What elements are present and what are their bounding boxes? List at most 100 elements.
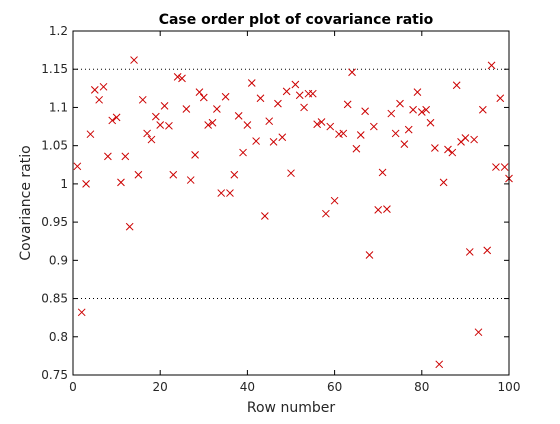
data-point [378, 168, 387, 177]
x-axis-label: Row number [247, 400, 335, 416]
data-point [121, 152, 130, 161]
data-point [99, 82, 108, 91]
data-point [147, 135, 156, 144]
data-point [151, 112, 160, 121]
data-point [221, 92, 230, 101]
data-point [400, 140, 409, 148]
reference-lines [73, 68, 509, 300]
data-point [322, 209, 330, 218]
data-point [365, 251, 374, 259]
y-axis-label: Covariance ratio [18, 145, 34, 260]
data-point [308, 89, 317, 98]
data-point [287, 169, 295, 178]
data-point [178, 74, 186, 83]
data-point [448, 148, 457, 157]
data-point [391, 129, 400, 138]
data-point [339, 129, 348, 138]
data-point [348, 68, 356, 77]
y-tick-label: 1.1 [49, 100, 68, 114]
data-point [417, 108, 426, 116]
data-point [356, 131, 365, 139]
data-point [361, 107, 369, 116]
data-point [199, 93, 208, 102]
data-point [435, 360, 444, 369]
x-tick-label: 80 [414, 380, 429, 394]
data-point [182, 105, 191, 113]
data-point [73, 162, 82, 171]
data-point [138, 95, 147, 104]
data-point [256, 94, 265, 103]
data-point [492, 163, 500, 171]
data-point [217, 189, 226, 197]
data-point [426, 118, 435, 127]
data-point [234, 111, 243, 120]
data-point [374, 206, 383, 214]
y-tick-label: 1.05 [41, 139, 68, 153]
data-point [282, 87, 291, 96]
data-point [95, 95, 104, 104]
x-tick-label: 20 [153, 380, 168, 394]
data-point [204, 121, 213, 129]
data-point [143, 129, 151, 138]
data-point [195, 88, 204, 97]
data-point [452, 81, 461, 90]
x-tick-label: 100 [498, 380, 521, 394]
y-tick-label: 0.8 [49, 330, 68, 344]
data-point [431, 144, 439, 152]
data-point [404, 125, 413, 134]
data-point [117, 178, 125, 187]
data-point [86, 130, 95, 139]
data-point [461, 134, 470, 142]
x-axis-ticks: 0 20 40 60 80 100 [69, 31, 520, 394]
data-point [483, 246, 492, 255]
data-point [274, 99, 282, 108]
data-point [300, 103, 308, 112]
data-point [265, 117, 274, 126]
data-point [317, 118, 326, 126]
data-point [90, 86, 99, 94]
chart-title: Case order plot of covariance ratio [159, 12, 434, 28]
data-markers [73, 56, 513, 369]
data-point [239, 148, 247, 157]
data-point [496, 94, 505, 103]
data-point [439, 178, 448, 187]
data-point [77, 308, 86, 317]
data-point [500, 163, 509, 171]
data-point [104, 152, 112, 161]
data-point [278, 133, 287, 142]
x-tick-label: 0 [69, 380, 77, 394]
y-tick-label: 1.2 [49, 24, 68, 38]
data-point [387, 109, 396, 118]
data-point [243, 121, 252, 129]
data-point [191, 150, 199, 159]
data-point [295, 91, 304, 100]
axes-box [72, 30, 510, 376]
data-point [112, 113, 121, 122]
data-point [82, 180, 90, 188]
data-point [213, 105, 221, 113]
data-point [413, 88, 422, 97]
data-point [173, 73, 182, 81]
data-point [260, 212, 269, 220]
y-tick-label: 1 [60, 177, 68, 191]
data-point [169, 170, 178, 179]
data-point [130, 56, 138, 64]
y-tick-label: 0.75 [41, 368, 68, 382]
data-point [422, 105, 431, 114]
data-point [487, 61, 496, 70]
y-tick-label: 0.9 [49, 253, 68, 267]
data-point [465, 248, 474, 256]
plot-area [73, 31, 509, 375]
data-point [108, 116, 117, 125]
data-point [247, 79, 256, 87]
y-tick-label: 0.95 [41, 215, 68, 229]
x-tick-label: 60 [327, 380, 342, 394]
y-tick-label: 0.85 [41, 292, 68, 306]
data-point [478, 105, 487, 114]
data-point [470, 135, 478, 144]
data-point [269, 137, 278, 146]
data-point [291, 80, 300, 89]
x-tick-label: 40 [240, 380, 255, 394]
